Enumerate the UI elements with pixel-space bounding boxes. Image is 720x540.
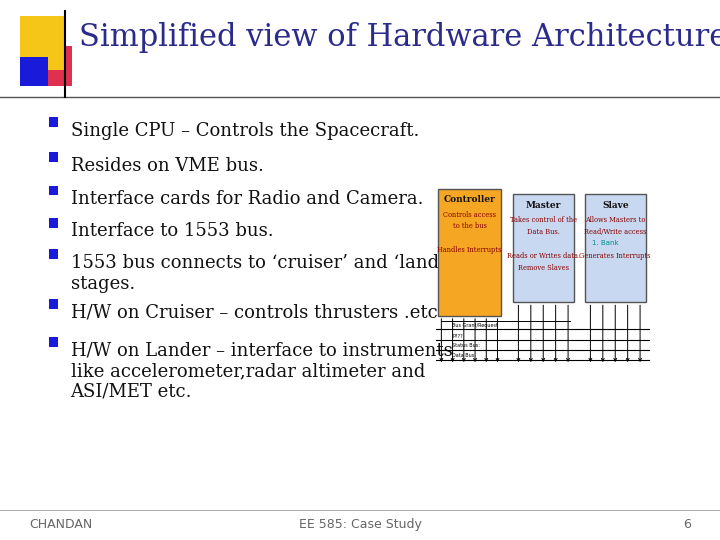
Text: Resides on VME bus.: Resides on VME bus.: [71, 157, 264, 174]
Bar: [49, 152, 58, 162]
Text: Controls access: Controls access: [443, 211, 496, 219]
Text: Generates Interrupts: Generates Interrupts: [580, 252, 651, 260]
Text: Status Bus:: Status Bus:: [452, 343, 480, 348]
Text: Controller: Controller: [444, 195, 495, 205]
Text: CHANDAN: CHANDAN: [29, 518, 92, 531]
Text: Interface cards for Radio and Camera.: Interface cards for Radio and Camera.: [71, 190, 423, 208]
Text: 1. Bank: 1. Bank: [592, 240, 618, 246]
Text: Simplified view of Hardware Architecture: Simplified view of Hardware Architecture: [79, 22, 720, 53]
Text: Reads or Writes data.: Reads or Writes data.: [507, 252, 580, 260]
Text: H/W on Cruiser – controls thrusters .etc: H/W on Cruiser – controls thrusters .etc: [71, 303, 437, 321]
Text: H/W on Lander – interface to instruments
like accelerometer,radar altimeter and
: H/W on Lander – interface to instruments…: [71, 341, 452, 401]
Bar: [20, 57, 48, 86]
Text: Allows Masters to: Allows Masters to: [585, 216, 645, 224]
Text: Takes control of the: Takes control of the: [510, 216, 577, 224]
Text: Handles Interrupts: Handles Interrupts: [437, 246, 502, 254]
Bar: [37, 46, 72, 86]
Text: Bus Grant/Request: Bus Grant/Request: [452, 323, 498, 328]
Bar: [49, 299, 58, 309]
Text: Data Bus.: Data Bus.: [527, 228, 559, 236]
Bar: [438, 189, 501, 316]
Text: Remove Slaves: Remove Slaves: [518, 264, 569, 272]
Bar: [49, 218, 58, 228]
Text: Data Bus: Data Bus: [452, 353, 474, 358]
Text: to the bus: to the bus: [452, 222, 487, 231]
Text: 1553 bus connects to ‘cruiser’ and ‘lander’
stages.: 1553 bus connects to ‘cruiser’ and ‘land…: [71, 254, 464, 293]
Text: Slave: Slave: [602, 201, 629, 210]
Text: Single CPU – Controls the Spacecraft.: Single CPU – Controls the Spacecraft.: [71, 122, 419, 139]
Bar: [49, 117, 58, 127]
Text: EE 585: Case Study: EE 585: Case Study: [299, 518, 421, 531]
Text: Interface to 1553 bus.: Interface to 1553 bus.: [71, 222, 273, 240]
Bar: [49, 249, 58, 259]
Text: 6: 6: [683, 518, 691, 531]
Text: Master: Master: [526, 201, 561, 210]
Text: Read/Write access: Read/Write access: [584, 228, 647, 236]
Bar: [49, 186, 58, 195]
Bar: [49, 337, 58, 347]
Bar: [513, 194, 574, 302]
Bar: [20, 16, 65, 70]
Text: P???: P???: [452, 334, 463, 339]
Bar: [585, 194, 646, 302]
